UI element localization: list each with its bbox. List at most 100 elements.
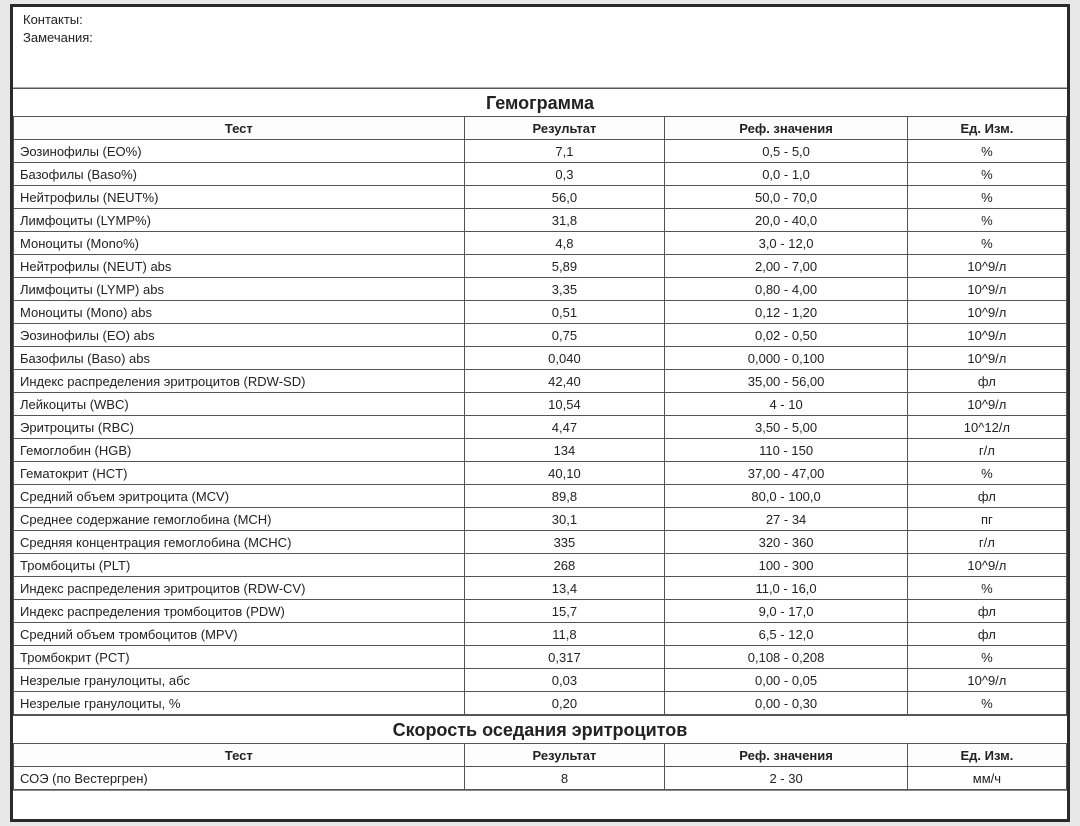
cell-ref: 0,80 - 4,00	[665, 278, 907, 301]
col-test: Тест	[14, 117, 465, 140]
table-row: Средняя концентрация гемоглобина (MCHC)3…	[14, 531, 1067, 554]
report-page: Контакты: Замечания: Гемограмма Тест Рез…	[10, 4, 1070, 822]
cell-test: Средний объем тромбоцитов (MPV)	[14, 623, 465, 646]
cell-ref: 9,0 - 17,0	[665, 600, 907, 623]
cell-ref: 37,00 - 47,00	[665, 462, 907, 485]
cell-ref: 3,0 - 12,0	[665, 232, 907, 255]
cell-unit: фл	[907, 623, 1066, 646]
cell-result: 4,47	[464, 416, 665, 439]
cell-result: 30,1	[464, 508, 665, 531]
cell-result: 0,040	[464, 347, 665, 370]
cell-result: 0,317	[464, 646, 665, 669]
cell-test: Индекс распределения эритроцитов (RDW-CV…	[14, 577, 465, 600]
cell-result: 13,4	[464, 577, 665, 600]
col-unit: Ед. Изм.	[907, 117, 1066, 140]
table-row: Индекс распределения эритроцитов (RDW-CV…	[14, 577, 1067, 600]
cell-unit: мм/ч	[907, 767, 1066, 790]
cell-test: Моноциты (Mono%)	[14, 232, 465, 255]
table-row: Средний объем тромбоцитов (MPV)11,86,5 -…	[14, 623, 1067, 646]
cell-test: Гемоглобин (HGB)	[14, 439, 465, 462]
cell-unit: %	[907, 462, 1066, 485]
cell-test: Средний объем эритроцита (MCV)	[14, 485, 465, 508]
section2-title: Скорость оседания эритроцитов	[13, 715, 1067, 743]
cell-result: 3,35	[464, 278, 665, 301]
cell-ref: 6,5 - 12,0	[665, 623, 907, 646]
cell-test: СОЭ (по Вестергрен)	[14, 767, 465, 790]
cell-result: 0,20	[464, 692, 665, 715]
table-header-row: Тест Результат Реф. значения Ед. Изм.	[14, 117, 1067, 140]
contacts-label: Контакты:	[23, 11, 1057, 29]
table-row: Индекс распределения тромбоцитов (PDW)15…	[14, 600, 1067, 623]
section1-title: Гемограмма	[13, 88, 1067, 116]
table-row: Лимфоциты (LYMP) abs3,350,80 - 4,0010^9/…	[14, 278, 1067, 301]
cell-ref: 0,108 - 0,208	[665, 646, 907, 669]
table-row: Гемоглобин (HGB)134110 - 150г/л	[14, 439, 1067, 462]
cell-ref: 0,00 - 0,30	[665, 692, 907, 715]
cell-result: 42,40	[464, 370, 665, 393]
cell-result: 40,10	[464, 462, 665, 485]
table-row: Незрелые гранулоциты, %0,200,00 - 0,30%	[14, 692, 1067, 715]
table-row: Базофилы (Baso%)0,30,0 - 1,0%	[14, 163, 1067, 186]
cell-unit: фл	[907, 370, 1066, 393]
table-row: Эритроциты (RBC)4,473,50 - 5,0010^12/л	[14, 416, 1067, 439]
cell-unit: %	[907, 186, 1066, 209]
table-row: Индекс распределения эритроцитов (RDW-SD…	[14, 370, 1067, 393]
table-row: Нейтрофилы (NEUT%)56,050,0 - 70,0%	[14, 186, 1067, 209]
table-header-row: Тест Результат Реф. значения Ед. Изм.	[14, 744, 1067, 767]
cell-result: 0,75	[464, 324, 665, 347]
cell-result: 4,8	[464, 232, 665, 255]
cell-test: Индекс распределения эритроцитов (RDW-SD…	[14, 370, 465, 393]
cell-test: Незрелые гранулоциты, абс	[14, 669, 465, 692]
cell-result: 7,1	[464, 140, 665, 163]
cell-unit: фл	[907, 485, 1066, 508]
cell-unit: %	[907, 140, 1066, 163]
cell-unit: 10^12/л	[907, 416, 1066, 439]
cell-unit: 10^9/л	[907, 301, 1066, 324]
cell-result: 56,0	[464, 186, 665, 209]
cell-test: Эритроциты (RBC)	[14, 416, 465, 439]
cell-ref: 0,12 - 1,20	[665, 301, 907, 324]
cell-unit: фл	[907, 600, 1066, 623]
table-row: Лейкоциты (WBC)10,544 - 1010^9/л	[14, 393, 1067, 416]
cell-ref: 0,000 - 0,100	[665, 347, 907, 370]
col-result: Результат	[464, 744, 665, 767]
col-test: Тест	[14, 744, 465, 767]
cell-result: 0,51	[464, 301, 665, 324]
cell-ref: 0,00 - 0,05	[665, 669, 907, 692]
col-ref: Реф. значения	[665, 117, 907, 140]
cell-result: 0,03	[464, 669, 665, 692]
cell-ref: 4 - 10	[665, 393, 907, 416]
cell-test: Моноциты (Mono) abs	[14, 301, 465, 324]
cell-result: 134	[464, 439, 665, 462]
table-row: Нейтрофилы (NEUT) abs5,892,00 - 7,0010^9…	[14, 255, 1067, 278]
cell-ref: 0,0 - 1,0	[665, 163, 907, 186]
cell-unit: %	[907, 692, 1066, 715]
cell-result: 10,54	[464, 393, 665, 416]
notes-label: Замечания:	[23, 29, 1057, 47]
cell-test: Базофилы (Baso%)	[14, 163, 465, 186]
cell-test: Эозинофилы (EO%)	[14, 140, 465, 163]
cell-unit: 10^9/л	[907, 278, 1066, 301]
cell-unit: %	[907, 577, 1066, 600]
cell-result: 11,8	[464, 623, 665, 646]
cell-unit: 10^9/л	[907, 324, 1066, 347]
hemogram-table: Тест Результат Реф. значения Ед. Изм. Эо…	[13, 116, 1067, 715]
cell-result: 89,8	[464, 485, 665, 508]
cell-test: Среднее содержание гемоглобина (MCH)	[14, 508, 465, 531]
cell-result: 335	[464, 531, 665, 554]
cell-result: 31,8	[464, 209, 665, 232]
cell-test: Гематокрит (HCT)	[14, 462, 465, 485]
cell-ref: 27 - 34	[665, 508, 907, 531]
col-result: Результат	[464, 117, 665, 140]
col-ref: Реф. значения	[665, 744, 907, 767]
cell-unit: %	[907, 232, 1066, 255]
col-unit: Ед. Изм.	[907, 744, 1066, 767]
table-row: Среднее содержание гемоглобина (MCH)30,1…	[14, 508, 1067, 531]
cell-test: Тромбокрит (PCT)	[14, 646, 465, 669]
cell-result: 8	[464, 767, 665, 790]
cell-ref: 2 - 30	[665, 767, 907, 790]
cell-ref: 110 - 150	[665, 439, 907, 462]
cell-unit: 10^9/л	[907, 554, 1066, 577]
table-row: Моноциты (Mono) abs0,510,12 - 1,2010^9/л	[14, 301, 1067, 324]
cell-test: Базофилы (Baso) abs	[14, 347, 465, 370]
